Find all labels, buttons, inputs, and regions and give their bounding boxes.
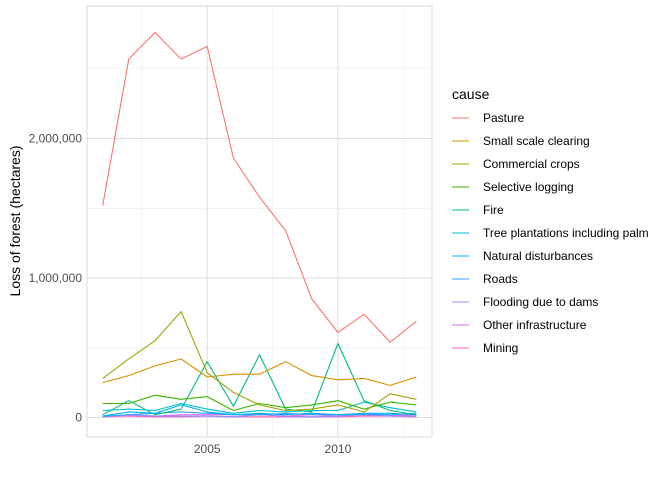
plot-border [86,5,433,438]
legend-label-mining: Mining [483,341,518,355]
legend-label-roads: Roads [483,272,518,286]
series-line-tree-plantations-including-palm [102,401,417,414]
legend-label-other-infrastructure: Other infrastructure [483,318,587,332]
series-line-natural-disturbances [102,404,417,417]
legend-label-commercial-crops: Commercial crops [483,157,580,171]
series-line-pasture [102,31,417,343]
x-tick-label: 2010 [325,442,352,456]
legend-label-fire: Fire [483,203,504,217]
legend: Pasture Small scale clearing Commercial cr… [452,111,649,355]
grid-lines [87,6,432,437]
plot-panel [87,6,432,437]
series-line-small-scale-clearing [102,358,417,386]
legend-label-small-scale-clearing: Small scale clearing [483,134,590,148]
series-lines [102,31,417,418]
legend-title: cause [452,86,490,102]
series-line-mining [102,415,417,418]
series-line-fire [102,342,417,416]
legend-label-selective-logging: Selective logging [483,180,574,194]
legend-label-tree-plantations-including-palm: Tree plantations including palm [483,226,649,240]
legend-label-natural-disturbances: Natural disturbances [483,249,593,263]
x-tick-label: 2005 [194,442,221,456]
y-tick-label: 1,000,000 [29,271,83,285]
y-tick-label: 0 [75,410,82,424]
legend-label-pasture: Pasture [483,111,525,125]
series-line-commercial-crops [102,310,417,413]
y-tick-label: 2,000,000 [29,132,83,146]
axis-ticks: 2005 2010 0 1,000,000 2,000,000 [29,132,352,456]
y-axis-title: Loss of forest (hectares) [7,146,23,297]
series-line-selective-logging [102,394,417,412]
legend-label-flooding-due-to-dams: Flooding due to dams [483,295,598,309]
